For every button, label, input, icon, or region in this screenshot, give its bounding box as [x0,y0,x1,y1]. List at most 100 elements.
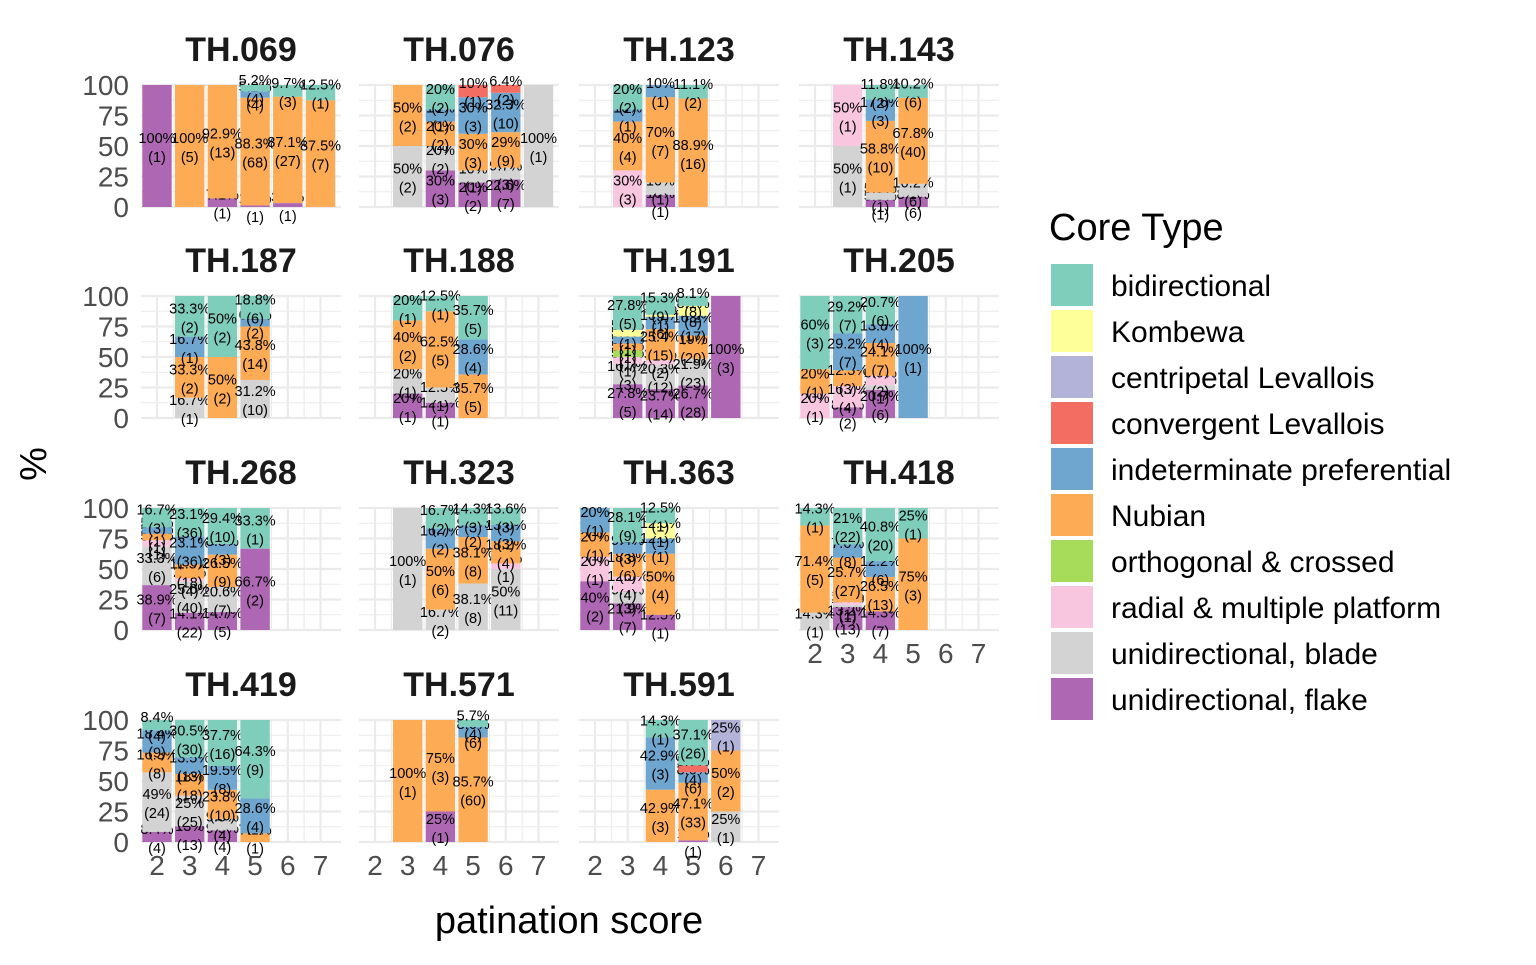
bar-percent-label: 25% [175,796,204,812]
bar-count-label: (2) [432,543,450,559]
bar-count-label: (25) [177,815,203,831]
bar-count-label: (1) [586,549,604,565]
x-axis-title: patination score [435,900,703,942]
legend-item: orthogonal & crossed [1051,540,1395,582]
y-tick-label: 0 [113,615,129,646]
bar-count-label: (10) [210,808,236,824]
facet-panels: TH.0690255075100100%(1)100%(5)7.1%(1)92.… [82,31,999,881]
bar-count-label: (7) [148,612,166,628]
bar-count-label: (1) [586,573,604,589]
bar-percent-label: 33.3% [169,362,210,378]
bar-segment [240,91,270,98]
facet-title: TH.188 [403,242,515,280]
bar-segment [458,374,488,418]
bar-segment [142,85,172,207]
bar-count-label: (68) [242,156,268,172]
bar-segment [425,85,456,110]
legend-item: centripetal Levallois [1051,356,1374,398]
facet-title: TH.205 [843,242,955,280]
bar-segment [711,720,741,751]
y-tick-label: 75 [98,312,129,343]
bar-percent-label: 18.2% [485,537,526,553]
bar-count-label: (18) [177,575,203,591]
bar-count-label: (1) [619,337,637,353]
bar-segment [800,296,830,370]
bar-segment [458,525,488,538]
bar-count-label: (1) [464,95,482,111]
legend-label: Kombewa [1111,316,1245,349]
bar-segment [174,757,205,774]
bar-percent-label: 50% [393,101,422,117]
bar-count-label: (6) [652,327,670,343]
bar-count-label: (9) [246,763,264,779]
bar-segment [207,818,238,831]
bar-count-label: (1) [432,308,450,324]
bar-percent-label: 75% [899,569,928,585]
bar-segment [612,603,643,630]
bar-segment [645,194,676,207]
bar-count-label: (22) [177,625,203,641]
bar-count-label: (7) [214,604,232,620]
bar-percent-label: 70% [646,125,675,141]
bar-segment [207,296,238,357]
y-tick-label: 50 [98,131,129,162]
bar-count-label: (1) [432,120,450,136]
bar-count-label: (2) [432,522,450,538]
bar-percent-label: 23.1% [169,535,210,551]
legend-swatch [1051,402,1093,444]
bar-percent-label: 35.7% [453,381,494,397]
bar-segment [612,508,643,543]
bar-count-label: (8) [464,611,482,627]
bar-segment [240,720,270,799]
bar-segment [678,335,708,359]
bar-segment [711,750,741,812]
bar-segment [273,96,303,204]
bar-count-label: (7) [497,197,515,213]
y-axis-title: % [13,447,55,481]
bar-count-label: (7) [619,621,637,637]
bar-segment [491,508,521,525]
bar-segment [425,170,456,207]
x-tick-label: 3 [400,850,416,881]
bar-percent-label: 42.9% [640,749,681,765]
x-tick-label: 3 [620,850,636,881]
bar-count-label: (14) [648,408,674,424]
bar-segment [174,564,205,579]
bar-count-label: (36) [177,526,203,542]
bar-count-label: (1) [432,414,450,430]
bar-segment [142,540,172,547]
bar-segment [174,296,205,337]
bar-count-label: (1) [717,831,735,847]
bar-count-label: (2) [464,199,482,215]
bar-segment [678,385,708,418]
bar-segment [832,544,863,558]
bar-segment [458,583,488,630]
bar-count-label: (2) [432,624,450,640]
bar-percent-label: 12.5% [420,289,461,305]
bar-segment [142,533,172,541]
x-tick-label: 5 [685,850,701,881]
bar-segment [491,92,521,133]
bar-count-label: (33) [680,816,706,832]
bar-count-label: (5) [806,573,824,589]
facet-title: TH.187 [185,242,297,280]
bar-segment [678,765,708,773]
bar-count-label: (1) [399,573,417,589]
bar-count-label: (1) [652,550,670,566]
bar-segment [800,393,830,418]
facet-title: TH.191 [623,242,735,280]
facet-title: TH.323 [403,454,515,492]
bar-percent-label: 6.4% [489,74,522,90]
bar-segment [645,538,676,554]
bar-segment [207,586,238,613]
facet-title: TH.076 [403,31,515,69]
legend-item: unidirectional, blade [1051,632,1378,674]
legend-swatch [1051,310,1093,352]
bar-segment [898,85,928,98]
x-tick-label: 6 [498,850,514,881]
bar-percent-label: 25% [899,508,928,524]
bar-segment [142,585,172,630]
bar-count-label: (14) [242,357,268,373]
bar-segment [898,97,928,184]
bar-segment [832,296,863,334]
